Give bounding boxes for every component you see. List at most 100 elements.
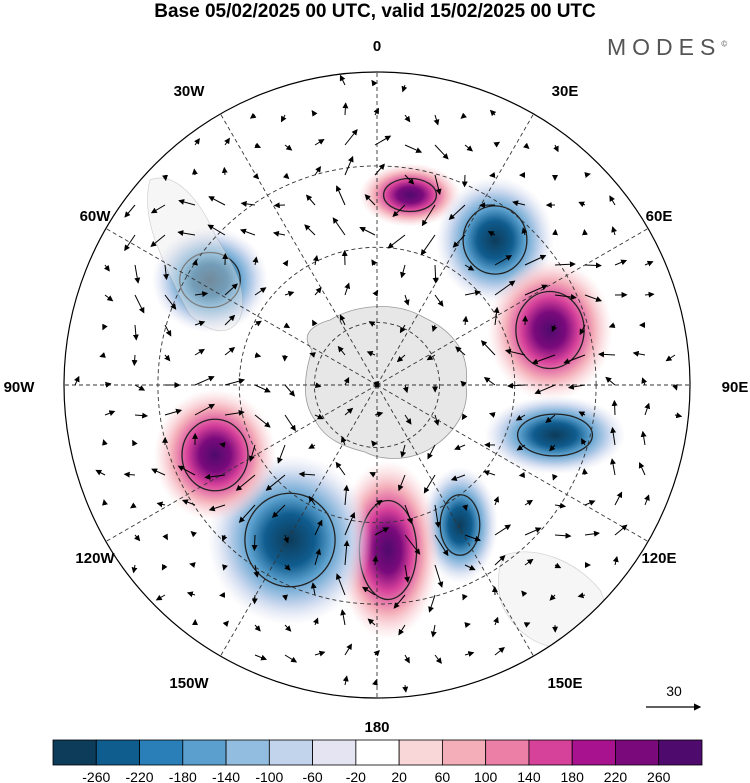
wind-vector [563,354,586,364]
wind-vector [248,444,256,462]
wind-vector [314,650,326,657]
wind-vector [254,384,271,393]
wind-vector [464,144,474,152]
antarctica-landmass [304,306,468,459]
wind-vector [254,654,268,661]
wind-vector [194,348,205,356]
wind-vector [235,474,256,491]
wind-vector [611,226,617,236]
wind-vector [552,473,558,481]
wind-vector [387,234,406,249]
wind-vector [254,352,262,359]
wind-vector [597,351,616,358]
wind-vector [493,141,501,148]
wind-vector [284,144,293,151]
wind-vector [123,471,136,478]
wind-vector [308,443,316,449]
wind-vector [494,255,513,266]
wind-vector [340,436,347,446]
wind-vector [554,502,567,509]
wind-vector [284,654,298,663]
positive-anomaly-lobe [487,259,613,401]
wind-vector [372,555,379,566]
wind-vector [609,195,616,206]
wind-vector [240,200,256,207]
wind-vector [224,283,238,296]
wind-vector [254,287,267,296]
wind-vector [372,289,379,297]
wind-vector [494,524,512,536]
wind-vector [224,346,236,356]
wind-vector [373,649,380,657]
wind-vector [421,204,436,227]
wind-vector [577,592,586,599]
wind-vector [314,413,324,420]
wind-vector [344,282,351,296]
wind-vector [489,172,496,178]
wind-vector [224,409,245,416]
wind-vector [403,294,410,306]
wind-vector [400,264,406,279]
circulation-contour [516,413,594,457]
wind-vector [516,444,526,451]
longitude-label: 60E [646,208,673,225]
wind-vector [277,444,286,464]
wind-vector [189,562,196,568]
negative-anomaly-lobe [151,227,269,333]
wind-vector [494,555,506,566]
wind-vector [434,564,444,588]
wind-vector [553,144,559,153]
wind-vector [339,74,346,86]
wind-vector [367,618,376,626]
wind-vector [314,382,322,389]
wind-vector [251,534,258,552]
colorbar-swatch [95,739,140,766]
wind-vector [342,675,349,686]
wind-vector [344,407,354,416]
wind-vector [344,155,354,176]
wind-vector [545,414,556,424]
wind-vector [208,196,226,206]
wind-vector [632,350,646,357]
wind-vector [134,294,145,314]
wind-vector [579,324,586,336]
wind-vector [164,324,172,337]
colorbar-tick-label: -220 [126,769,154,783]
wind-vector [151,468,166,476]
wind-vector [431,324,438,332]
wind-vector [221,166,228,176]
wind-vector [400,444,407,458]
wind-vector [304,224,316,236]
wind-vector [404,114,411,123]
wind-vector [483,470,496,476]
wind-vector [192,259,198,266]
colorbar-swatch [615,739,660,766]
wind-vector [523,622,531,628]
wind-vector [493,306,500,326]
brand-logo: MODES© [607,34,728,60]
wind-vector [464,289,482,296]
wind-vector [464,564,476,571]
wind-vector [614,259,628,266]
map-title: Base 05/02/2025 00 UTC, valid 15/02/2025… [154,1,596,22]
wind-vector [507,382,526,389]
colorbar-tick-label: -140 [212,769,240,783]
wind-vector [342,102,349,116]
wind-vector [614,524,628,536]
wind-vector [404,174,415,185]
wind-vector [371,259,378,266]
wind-vector [164,294,177,310]
wind-vector [254,320,262,327]
wind-vector [124,234,136,252]
wind-vector [581,438,587,446]
wind-vector [207,224,226,236]
colorbar-tick-label: 140 [517,769,541,783]
colorbar-swatch [485,739,530,766]
wind-vector [644,291,655,298]
wind-vector [219,442,226,448]
wind-vector [489,109,497,117]
wind-vector [280,114,287,123]
wind-vector [102,439,108,446]
colorbar: -260 -220 -180 -140 -100 -60 -20 20 60 100 140 180 2… [52,739,703,783]
wind-vector [284,564,291,571]
